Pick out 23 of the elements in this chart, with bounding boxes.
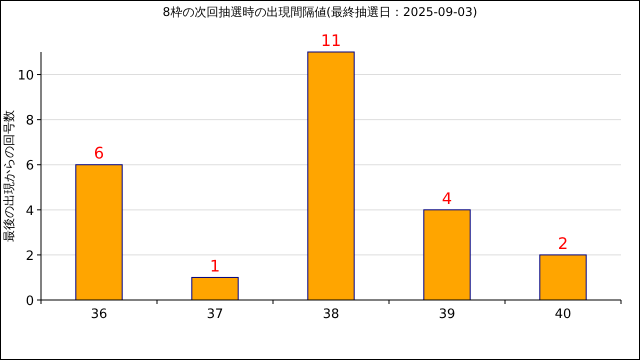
- y-tick-label: 2: [26, 248, 34, 264]
- chart-title: 8枠の次回抽選時の出現間隔値(最終抽選日：2025-09-03): [162, 5, 478, 19]
- y-tick-label: 10: [17, 68, 34, 84]
- bar: [75, 164, 123, 300]
- y-tick-label: 4: [26, 204, 34, 219]
- bar: [307, 52, 355, 300]
- y-axis-title: 最後の出現からの回号数: [2, 110, 16, 242]
- bar: [423, 209, 471, 300]
- data-label: 1: [210, 256, 220, 276]
- x-tick-label: 36: [90, 307, 108, 322]
- data-label: 11: [320, 31, 342, 50]
- x-tick-label: 37: [206, 307, 224, 322]
- x-tick-label: 39: [438, 307, 456, 322]
- bar: [539, 254, 587, 300]
- y-tick-label: 8: [26, 114, 34, 129]
- bar: [191, 276, 239, 300]
- x-tick-label: 38: [322, 307, 340, 322]
- y-tick-label: 0: [26, 294, 34, 309]
- data-label: 4: [442, 188, 452, 208]
- y-tick-label: 6: [26, 158, 34, 174]
- data-label: 2: [558, 234, 568, 253]
- x-tick-label: 40: [554, 307, 572, 322]
- data-label: 6: [94, 144, 104, 163]
